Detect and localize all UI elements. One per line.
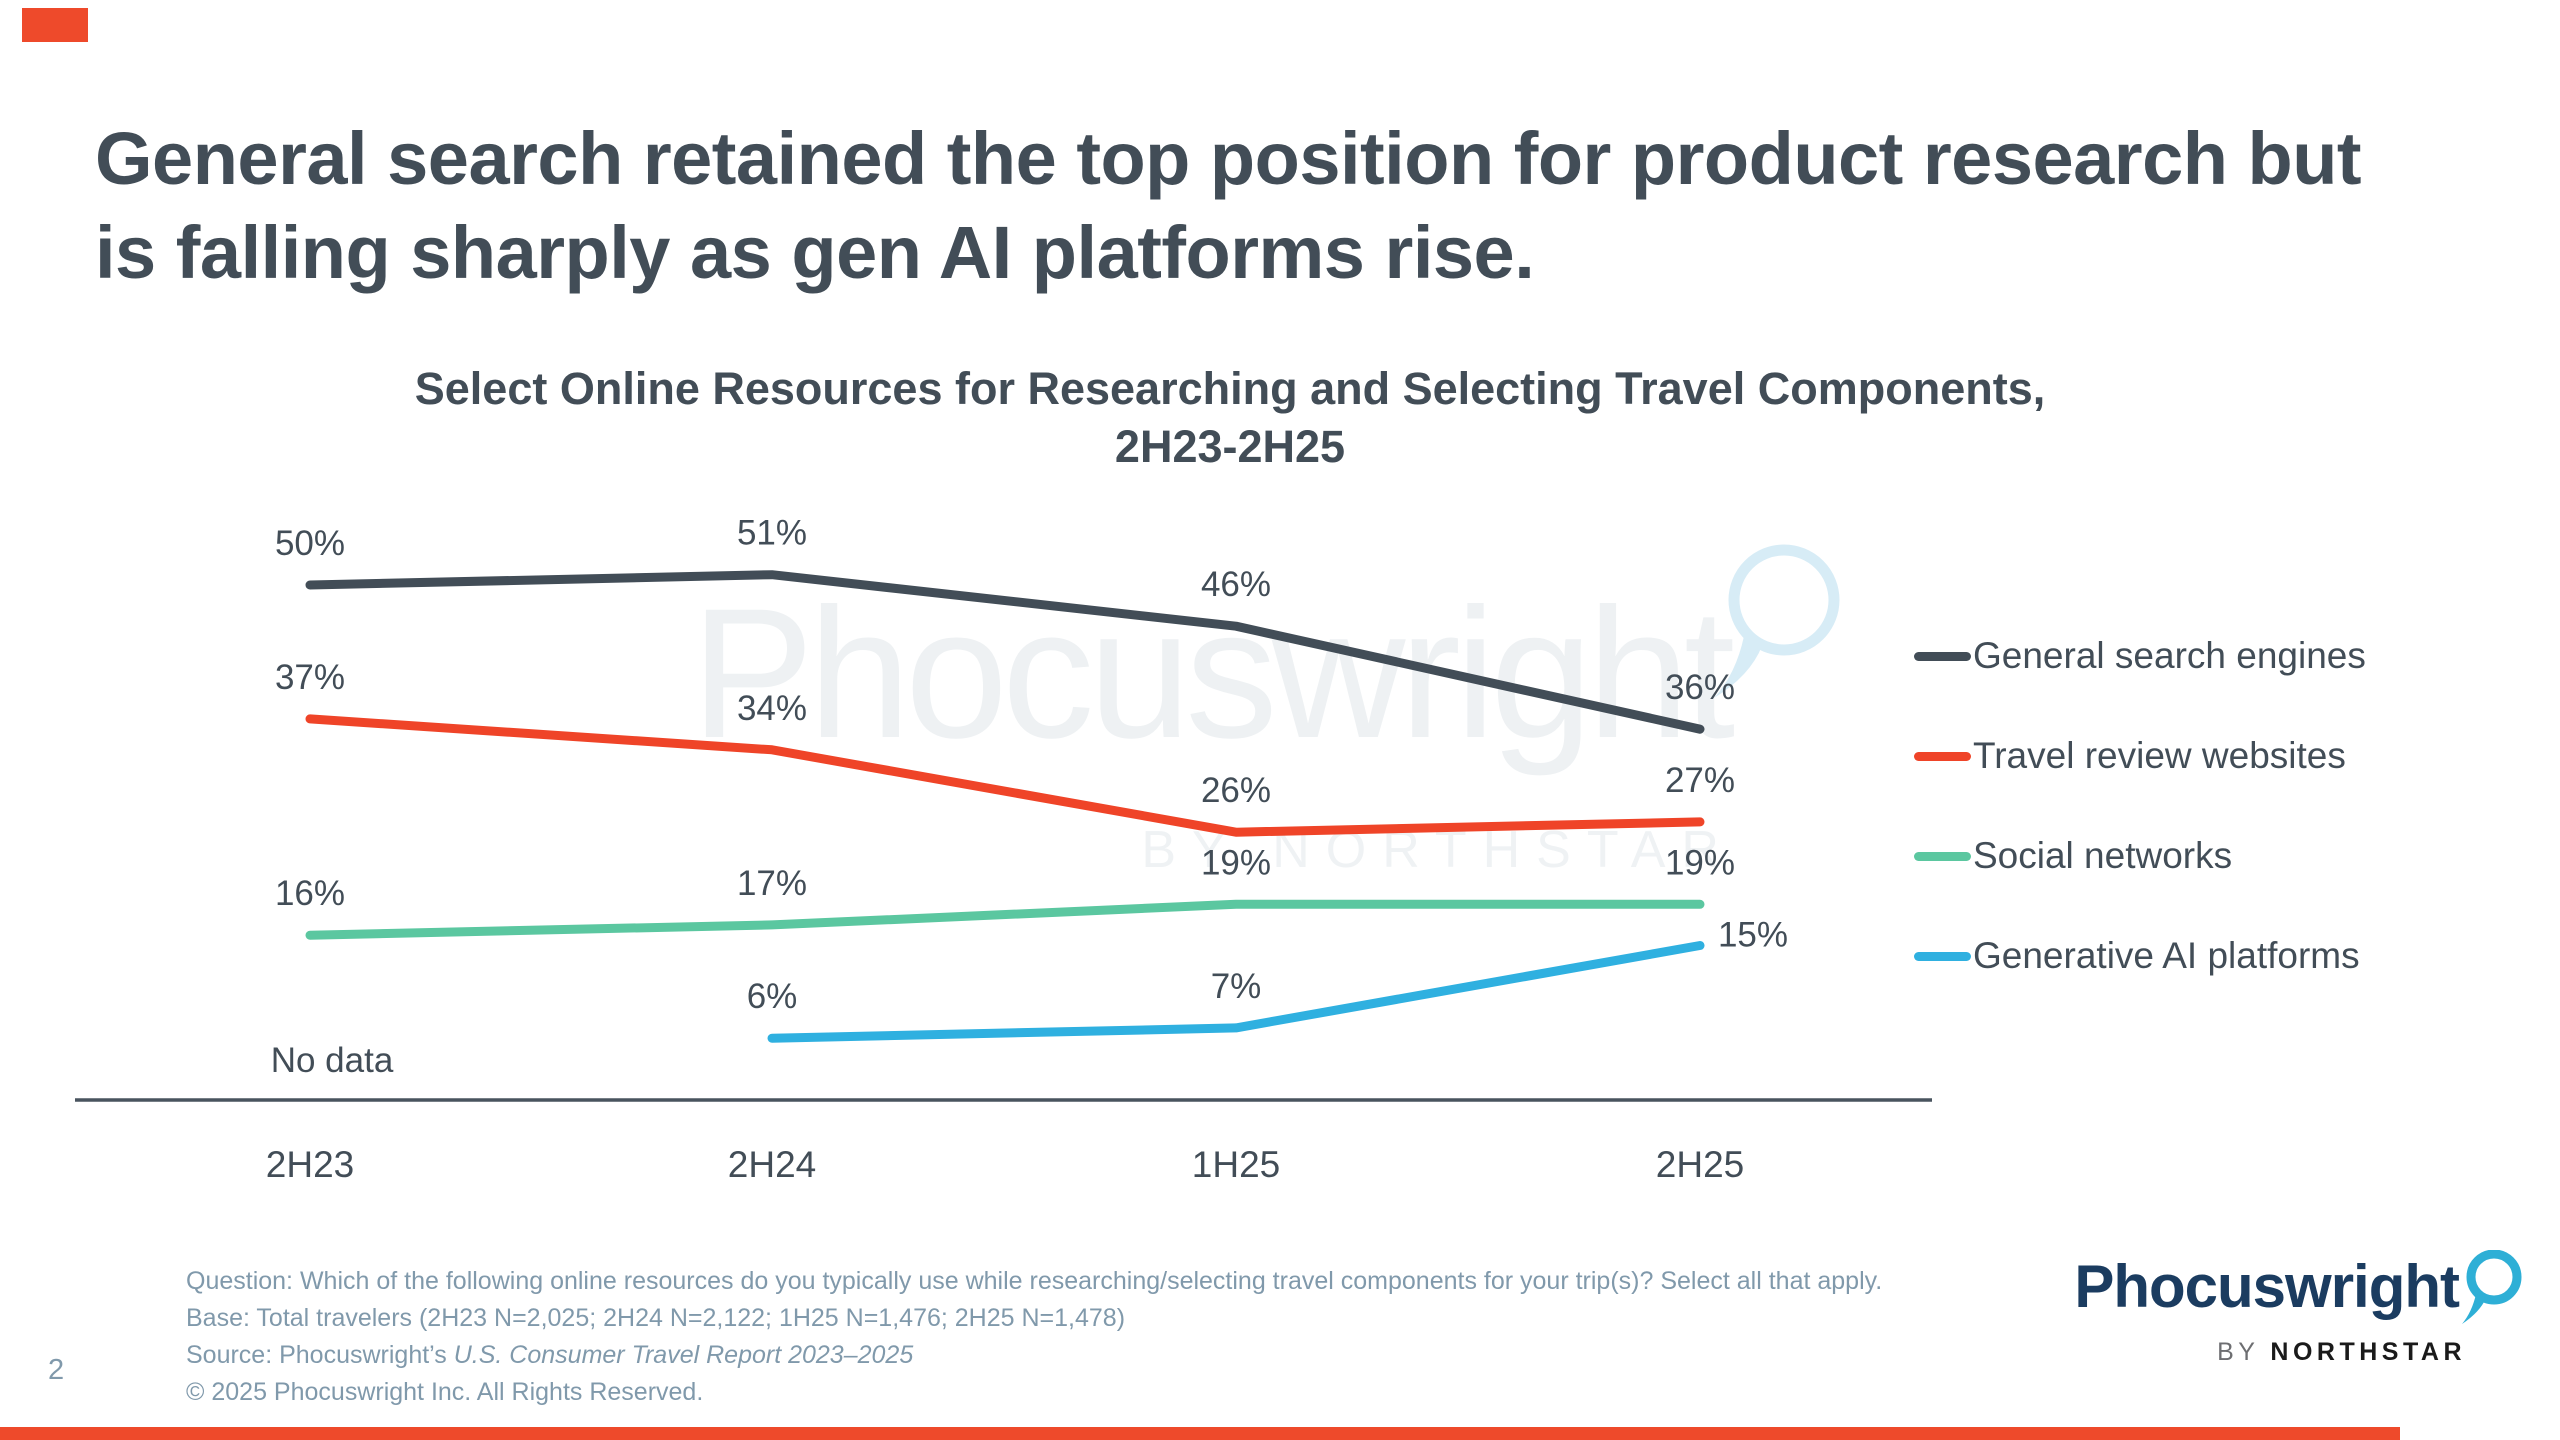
chart-title-line2: 2H23-2H25 xyxy=(1114,421,1346,472)
x-axis-label: 2H23 xyxy=(266,1144,354,1185)
legend-line-swatch xyxy=(1914,751,1971,761)
x-axis-label: 2H24 xyxy=(728,1144,816,1185)
footer-source-prefix: Source: Phocuswright’s xyxy=(186,1341,454,1369)
x-axis-label: 2H25 xyxy=(1656,1144,1744,1185)
data-label: 46% xyxy=(1201,565,1271,604)
top-left-accent-bar xyxy=(22,8,88,42)
watermark-text: Phocuswright xyxy=(690,571,1736,777)
logo-speech-bubble-icon xyxy=(2462,1250,2522,1324)
data-label: 19% xyxy=(1665,843,1735,882)
data-label: 16% xyxy=(275,874,345,913)
bottom-accent-bar xyxy=(0,1427,2400,1440)
legend-label: Social networks xyxy=(1973,835,2233,876)
data-label: 7% xyxy=(1211,967,1262,1006)
logo-row: Phocuswright xyxy=(2074,1248,2524,1338)
data-label: 37% xyxy=(275,658,345,697)
series-line xyxy=(767,941,1705,1043)
data-label: 17% xyxy=(737,864,807,903)
footer-question: Question: Which of the following online … xyxy=(186,1267,1883,1295)
data-label: 15% xyxy=(1718,916,1788,955)
watermark-speech-bubble-icon xyxy=(1714,544,1840,698)
data-label: 50% xyxy=(275,524,345,563)
footer-base: Base: Total travelers (2H23 N=2,025; 2H2… xyxy=(186,1304,1126,1332)
footer-source-title: U.S. Consumer Travel Report 2023–2025 xyxy=(453,1341,914,1369)
legend-item: Generative AI platforms xyxy=(1914,935,2366,976)
chart-title-line1: Select Online Resources for Researching … xyxy=(414,363,2046,414)
slide-title: General search retained the top position… xyxy=(95,116,2362,294)
chart-title: Select Online Resources for Researching … xyxy=(280,360,2180,476)
logo-byline-name: NORTHSTAR xyxy=(2270,1338,2466,1366)
logo-byline: BY NORTHSTAR xyxy=(2217,1338,2466,1367)
legend-item: Social networks xyxy=(1914,835,2366,876)
legend-label: Generative AI platforms xyxy=(1973,935,2360,976)
data-label: 34% xyxy=(737,689,807,728)
data-label: 19% xyxy=(1201,843,1271,882)
logo-wordmark: Phocuswright xyxy=(2074,1253,2460,1320)
data-label: 51% xyxy=(737,514,807,553)
legend: General search engines Travel review webs… xyxy=(1914,635,2366,976)
legend-item: General search engines xyxy=(1914,635,2366,676)
series-line xyxy=(305,570,1705,734)
series-line xyxy=(305,714,1705,837)
data-label: 27% xyxy=(1665,761,1735,800)
legend-line-swatch xyxy=(1914,651,1971,661)
page-number: 2 xyxy=(48,1354,65,1386)
data-label: 6% xyxy=(747,977,798,1016)
legend-item: Travel review websites xyxy=(1914,735,2366,776)
phocuswright-logo: Phocuswright BY NORTHSTAR xyxy=(2074,1248,2524,1367)
footer-notes: Question: Which of the following online … xyxy=(186,1263,2106,1411)
footer-copyright: © 2025 Phocuswright Inc. All Rights Rese… xyxy=(186,1378,704,1406)
no-data-label: No data xyxy=(271,1041,394,1080)
logo-byline-prefix: BY xyxy=(2217,1338,2271,1366)
footer-source: Source: Phocuswright’s U.S. Consumer Tra… xyxy=(186,1337,2106,1374)
legend-label: Travel review websites xyxy=(1973,735,2346,776)
legend-line-swatch xyxy=(1914,851,1971,861)
x-axis-label: 1H25 xyxy=(1192,1144,1280,1185)
series-line xyxy=(305,899,1705,940)
data-label: 36% xyxy=(1665,668,1735,707)
legend-label: General search engines xyxy=(1973,635,2366,676)
data-label: 26% xyxy=(1201,771,1271,810)
legend-line-swatch xyxy=(1914,951,1971,961)
